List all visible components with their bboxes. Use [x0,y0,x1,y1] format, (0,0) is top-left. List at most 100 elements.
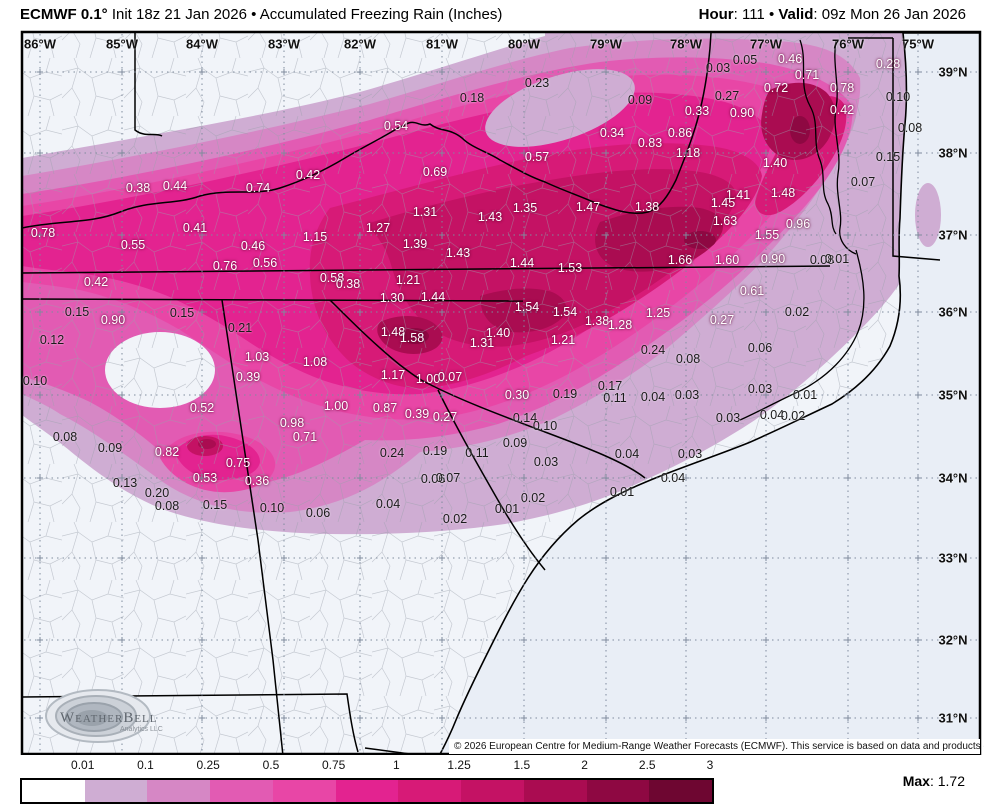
legend-color-segment [586,780,650,802]
map-value-label: 1.54 [514,300,540,314]
map-value-label: 1.31 [469,336,495,350]
border-va-nc [22,265,831,274]
longitude-label: 86°W [24,36,56,52]
map-value-label: 0.01 [824,252,850,266]
border-nc-sc [426,382,646,479]
map-value-label: 0.21 [227,321,253,335]
map-value-label: 0.30 [504,388,530,402]
map-value-label: 1.38 [584,314,610,328]
map-value-label: 0.10 [885,90,911,104]
map-value-label: 0.04 [759,408,785,422]
logo-subtitle: Analytics LLC [120,726,163,733]
map-value-label: 0.54 [383,119,409,133]
legend-tick-label: 0.25 [196,758,220,772]
map-value-label: 0.20 [144,486,170,500]
map-value-label: 0.03 [674,388,700,402]
valid-time-title: Hour: 111 • Valid: 09z Mon 26 Jan 2026 [699,6,966,23]
map-value-label: 0.90 [760,252,786,266]
latitude-label: 35°N [938,387,968,403]
legend-tick-label: 2 [581,758,588,772]
map-value-label: 0.72 [763,81,789,95]
logo-name: WeatherBell [60,710,158,726]
map-value-label: 0.19 [552,387,578,401]
map-value-label: 0.41 [182,221,208,235]
legend-tick-label: 1.5 [513,758,531,772]
map-value-label: 0.02 [520,491,546,505]
map-value-label: 1.60 [714,253,740,267]
map-value-label: 1.44 [509,256,535,270]
map-value-label: 1.17 [380,368,406,382]
legend-color-segment [335,780,399,802]
map-value-label: 1.25 [645,306,671,320]
map-value-label: 0.42 [829,103,855,117]
map-value-label: 1.54 [552,305,578,319]
map-value-label: 0.01 [792,388,818,402]
map-value-label: 1.45 [710,196,736,210]
map-value-label: 1.28 [607,318,633,332]
map-value-label: 1.39 [402,237,428,251]
legend-tick-label: 1.25 [447,758,471,772]
map-value-label: 1.00 [323,399,349,413]
map-value-label: 0.27 [432,410,458,424]
map-value-label: 0.05 [732,53,758,67]
map-value-label: 0.04 [614,447,640,461]
latitude-label: 39°N [938,64,968,80]
map-value-label: 0.11 [465,446,489,460]
copyright-text: © 2026 European Centre for Medium-Range … [454,741,984,752]
longitude-label: 85°W [106,36,138,52]
map-value-label: 1.44 [420,290,446,304]
map-value-label: 0.03 [533,455,559,469]
map-value-label: 0.17 [597,379,623,393]
map-value-label: 0.04 [640,390,666,404]
border-tn-nc [329,299,428,384]
longitude-label: 79°W [590,36,622,52]
map-value-label: 1.27 [365,221,391,235]
legend-tick-label: 2.5 [638,758,656,772]
map-value-label: 0.44 [162,179,188,193]
map-value-label: 0.98 [279,416,305,430]
map-value-label: 0.02 [442,512,468,526]
map-value-label: 1.18 [675,146,701,160]
map-value-label: 0.24 [379,446,405,460]
page-title: ECMWF 0.1° Init 18z 21 Jan 2026 • Accumu… [20,6,502,23]
separator-bullet: • [768,6,779,23]
map-value-label: 0.03 [715,411,741,425]
map-value-label: 1.53 [557,261,583,275]
map-value-label: 1.47 [575,200,601,214]
map-value-label: 0.02 [784,305,810,319]
map-value-label: 1.15 [302,230,328,244]
hour-value: : 111 [733,6,769,23]
map-frame [20,30,982,756]
map-value-label: 0.58 [319,271,345,285]
legend-tick-label: 0.01 [71,758,95,772]
map-value-label: 1.21 [550,333,576,347]
legend-tick-label: 0.75 [321,758,346,772]
map-value-label: 1.55 [754,228,780,242]
map-value-label: 1.08 [302,355,328,369]
map-value-label: 0.08 [52,430,78,444]
map-value-label: 0.74 [245,181,271,195]
map-value-label: 0.33 [684,104,710,118]
latitude-label: 36°N [938,304,968,320]
map-value-label: 0.09 [97,441,123,455]
longitude-label: 81°W [426,36,458,52]
longitude-label: 78°W [670,36,702,52]
map-value-label: 0.10 [259,501,285,515]
map-value-label: 0.87 [372,401,398,415]
map-value-label: 0.52 [189,401,215,415]
map-value-label: 0.23 [524,76,550,90]
map-value-label: 0.46 [240,239,266,253]
valid-label: Valid [778,6,814,23]
max-value: : 1.72 [929,773,965,789]
map-value-label: 0.08 [809,253,835,267]
map-value-label: 0.08 [154,499,180,513]
legend-tick-label: 3 [706,758,714,772]
legend-color-segment [147,780,211,802]
map-value-label: 1.03 [244,350,270,364]
map-value-label: 0.15 [875,150,901,164]
map-value-label: 0.39 [235,370,261,384]
map-value-label: 0.08 [897,121,923,135]
map-value-label: 0.04 [660,471,686,485]
